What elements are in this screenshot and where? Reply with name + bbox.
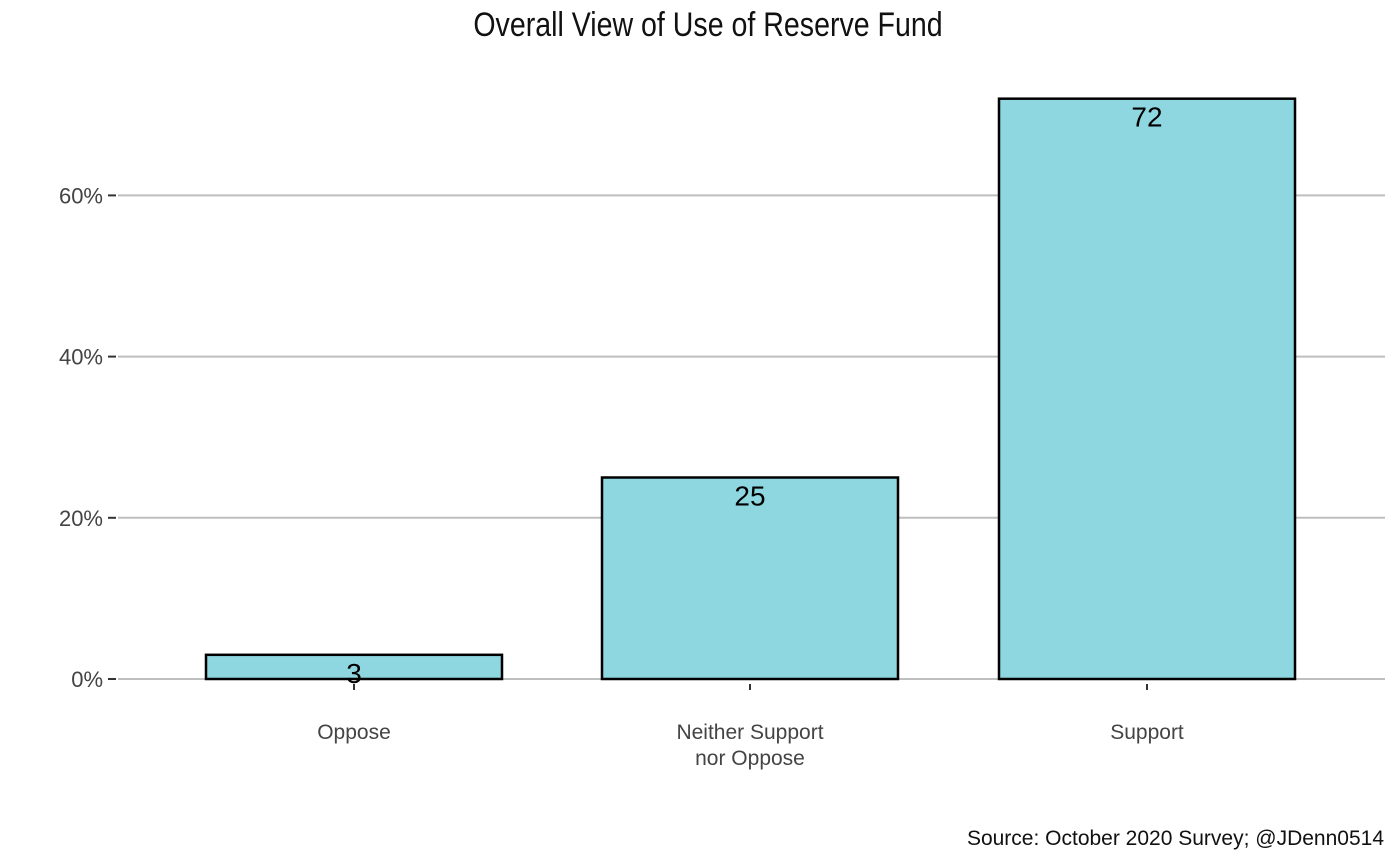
bar — [997, 97, 1297, 681]
y-tick-label: 60% — [59, 183, 103, 208]
bar-data-label: 3 — [346, 658, 362, 689]
bars: 3 25 72 — [204, 97, 1297, 689]
y-tick-label: 40% — [59, 345, 103, 370]
bar-data-label: 72 — [1131, 102, 1162, 133]
x-axis: Oppose Neither Support nor Oppose Support — [317, 684, 1184, 770]
x-tick-label: Oppose — [317, 721, 391, 744]
bar-data-label: 25 — [734, 481, 765, 512]
x-tick-label: Neither Support nor Oppose — [676, 721, 823, 770]
bar — [600, 476, 900, 681]
y-tick-label: 20% — [59, 506, 103, 531]
y-axis: 0% 20% 40% 60% — [59, 183, 116, 692]
y-tick-label: 0% — [71, 667, 103, 692]
source-caption: Source: October 2020 Survey; @JDenn0514 — [966, 827, 1384, 850]
bar — [204, 653, 504, 681]
chart-title: Overall View of Use of Reserve Fund — [473, 6, 943, 44]
x-tick-label: Support — [1110, 721, 1184, 744]
